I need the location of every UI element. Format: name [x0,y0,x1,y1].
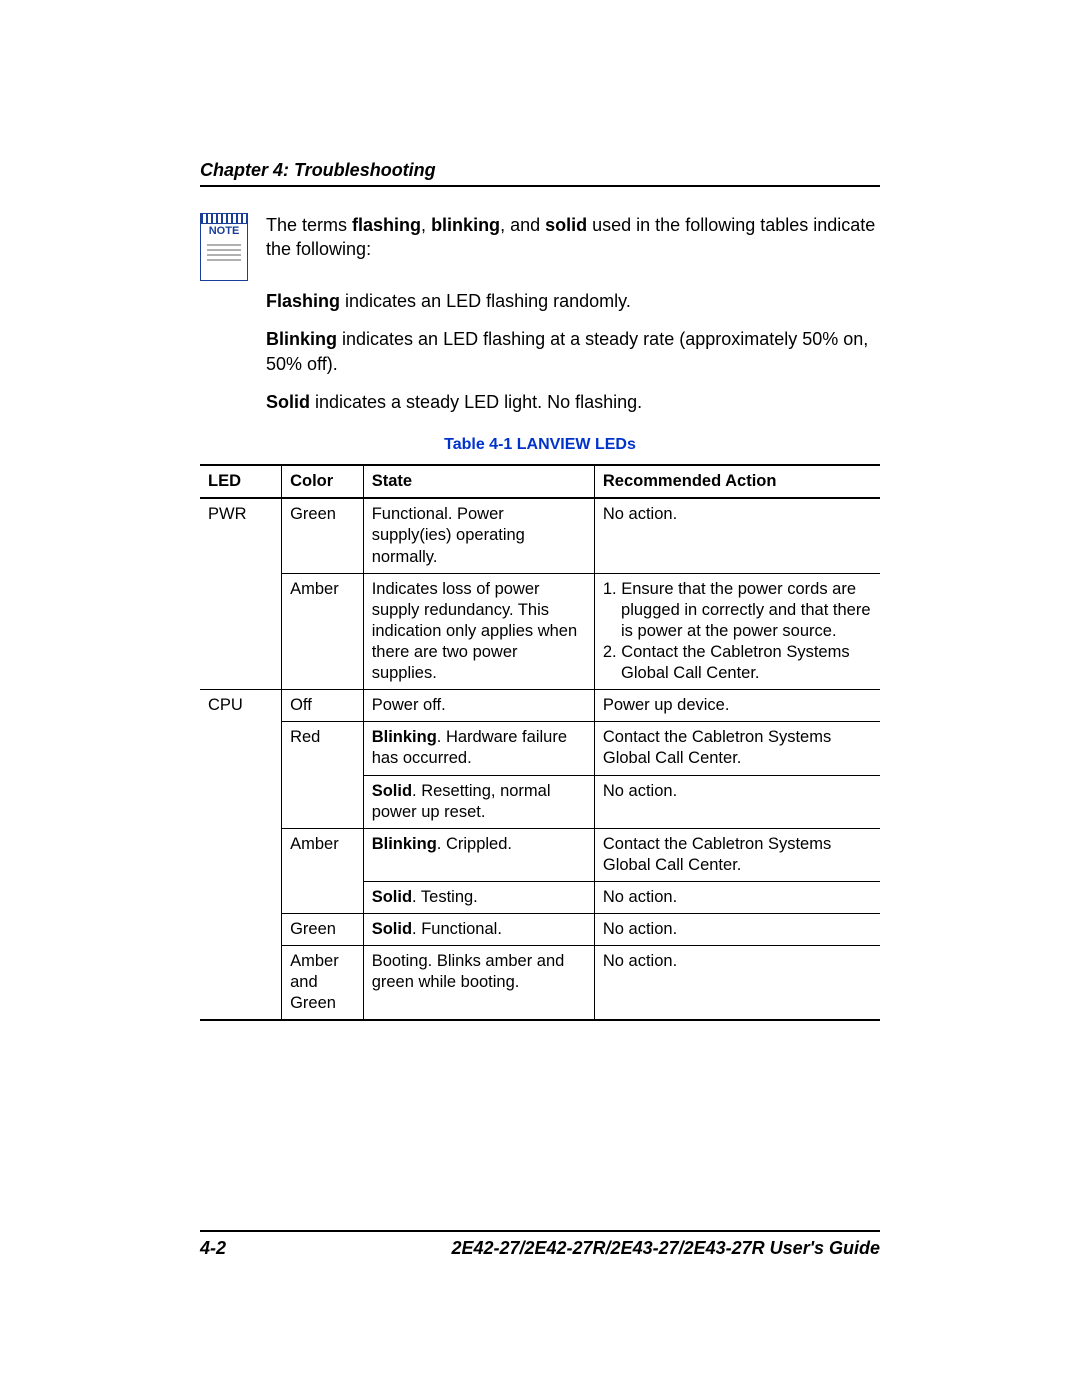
cell-action: No action. [594,914,880,946]
cell-color [282,881,364,913]
cell-led [200,775,282,828]
cell-led: CPU [200,690,282,722]
table-row: Solid. Testing. No action. [200,881,880,913]
footer-title: 2E42-27/2E42-27R/2E43-27/2E43-27R User's… [451,1238,880,1259]
header-state: State [363,465,594,498]
table-row: Green Solid. Functional. No action. [200,914,880,946]
note-block: NOTE The terms flashing, blinking, and s… [200,213,880,281]
cell-state: Power off. [363,690,594,722]
header-led: LED [200,465,282,498]
cell-led [200,946,282,1021]
table-row: Amber and Green Booting. Blinks amber an… [200,946,880,1021]
table-row: CPU Off Power off. Power up device. [200,690,880,722]
cell-color: Off [282,690,364,722]
table-header-row: LED Color State Recommended Action [200,465,880,498]
def-blinking: Blinking indicates an LED flashing at a … [266,327,880,376]
cell-state: Solid. Testing. [363,881,594,913]
cell-state: Blinking. Crippled. [363,828,594,881]
note-icon-label: NOTE [201,224,247,239]
cell-action: 1. Ensure that the power cords are plugg… [594,573,880,690]
cell-state: Solid. Functional. [363,914,594,946]
table-row: Red Blinking. Hardware failure has occur… [200,722,880,775]
cell-action: Contact the Cabletron Systems Global Cal… [594,722,880,775]
page-content: Chapter 4: Troubleshooting NOTE The term… [0,0,1080,1021]
note-icon-lines [201,239,247,266]
header-action: Recommended Action [594,465,880,498]
cell-action: No action. [594,946,880,1021]
note-icon: NOTE [200,213,248,281]
cell-action: Contact the Cabletron Systems Global Cal… [594,828,880,881]
def-flashing: Flashing indicates an LED flashing rando… [266,289,880,313]
cell-led: PWR [200,498,282,573]
table-row: Solid. Resetting, normal power up reset.… [200,775,880,828]
cell-action: Power up device. [594,690,880,722]
header-color: Color [282,465,364,498]
cell-led [200,828,282,881]
page-number: 4-2 [200,1238,226,1259]
cell-state: Booting. Blinks amber and green while bo… [363,946,594,1021]
chapter-header: Chapter 4: Troubleshooting [200,160,880,187]
cell-color: Amber [282,828,364,881]
cell-state: Indicates loss of power supply redundanc… [363,573,594,690]
cell-state: Blinking. Hardware failure has occurred. [363,722,594,775]
table-caption: Table 4-1 LANVIEW LEDs [200,436,880,454]
cell-action: No action. [594,775,880,828]
cell-color: Amber and Green [282,946,364,1021]
table-row: PWR Green Functional. Power supply(ies) … [200,498,880,573]
def-solid: Solid indicates a steady LED light. No f… [266,390,880,414]
cell-color: Red [282,722,364,775]
cell-led [200,881,282,913]
cell-led [200,914,282,946]
cell-color: Green [282,498,364,573]
cell-action: No action. [594,498,880,573]
page-footer: 4-2 2E42-27/2E42-27R/2E43-27/2E43-27R Us… [200,1230,880,1259]
cell-state: Functional. Power supply(ies) operating … [363,498,594,573]
cell-color [282,775,364,828]
cell-led [200,722,282,775]
cell-action: No action. [594,881,880,913]
cell-color: Amber [282,573,364,690]
note-intro-text: The terms flashing, blinking, and solid … [266,213,880,281]
lanview-leds-table: LED Color State Recommended Action PWR G… [200,464,880,1021]
cell-state: Solid. Resetting, normal power up reset. [363,775,594,828]
table-row: Amber Blinking. Crippled. Contact the Ca… [200,828,880,881]
table-row: Amber Indicates loss of power supply red… [200,573,880,690]
term-definitions: Flashing indicates an LED flashing rando… [266,289,880,414]
cell-color: Green [282,914,364,946]
note-icon-binding [201,214,247,224]
cell-led [200,573,282,690]
